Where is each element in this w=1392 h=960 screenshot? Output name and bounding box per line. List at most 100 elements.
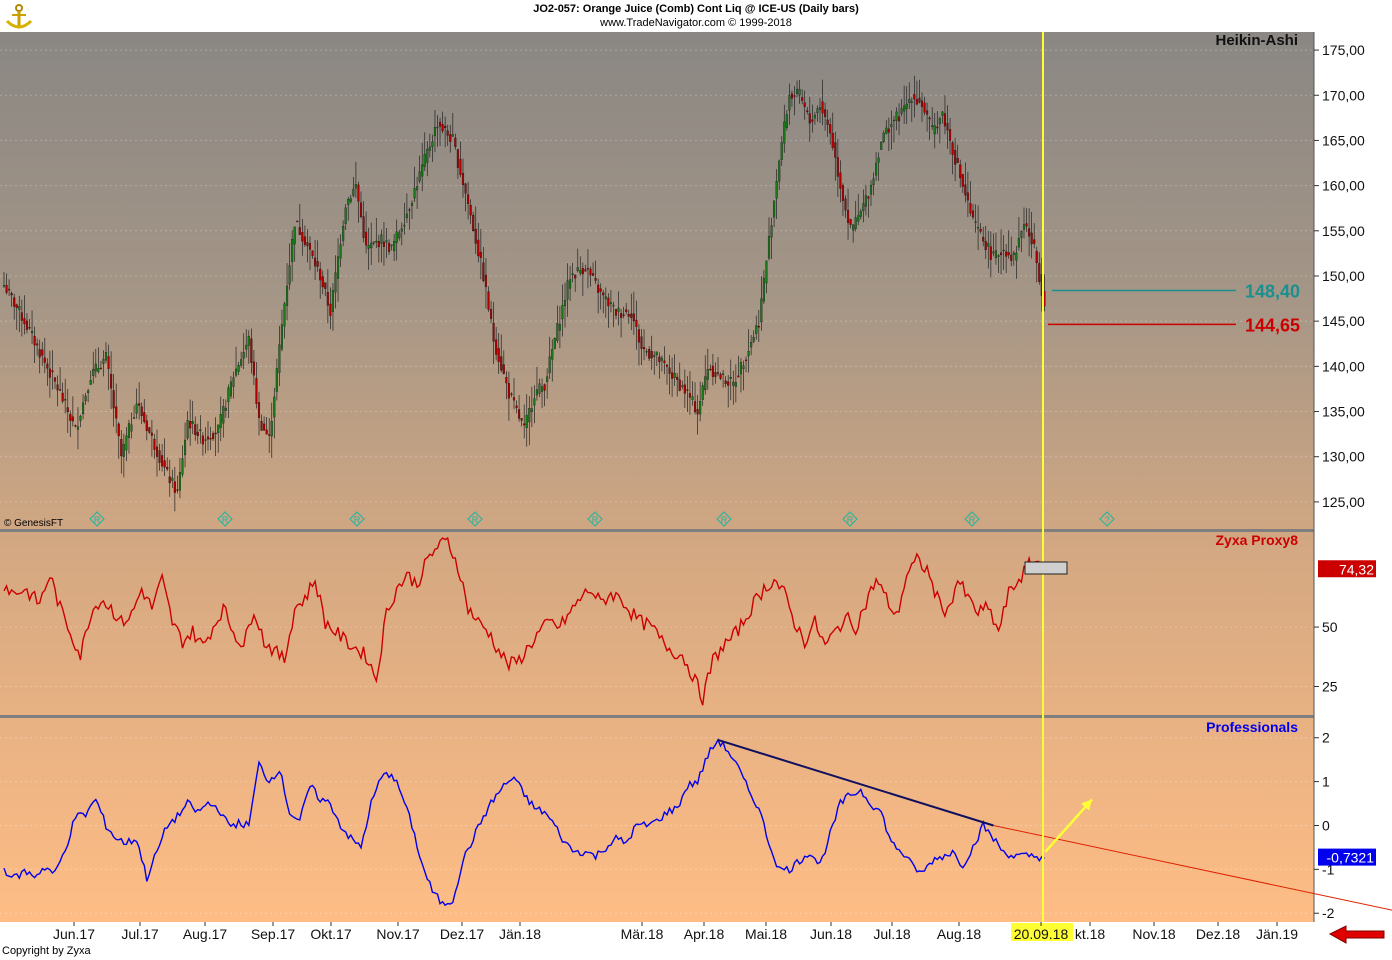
candle-body [321,276,324,288]
candle-body [265,429,268,435]
candle-body [94,363,97,372]
candle-body [592,273,595,276]
r-marker-icon [716,511,732,527]
scroll-right-arrow-icon[interactable] [1328,925,1385,944]
candle-body [622,314,625,316]
candle-body [862,203,865,212]
candle-body [643,347,646,350]
candle-body [459,158,462,175]
y-tick-label: 0 [1322,817,1330,833]
candle-body [449,134,452,142]
yellow-arrowhead-icon [1081,799,1092,811]
last-value-badge [1318,848,1376,866]
candle-body [563,299,567,307]
candle-body [102,358,105,364]
candle-body [219,414,222,428]
candle-body [788,95,791,111]
y-tick-label: 2 [1322,730,1330,746]
candle-body [551,349,554,360]
candle-body [183,439,187,456]
candle-body [959,164,962,179]
candle-body [966,192,969,201]
candle-body [2,284,6,287]
r-marker-label: R [592,515,599,525]
candle-body [798,88,801,96]
candle-body [487,291,490,310]
candle-body [872,178,875,186]
y-tick-label: 160,00 [1322,178,1365,194]
candle-body [964,184,967,196]
candle-body [528,407,531,423]
candle-body [683,384,686,394]
candle-body [201,435,204,445]
candle-body [752,337,755,342]
r-marker-icon [964,511,980,527]
candle-body [500,356,503,371]
candle-body [767,236,771,259]
candle-body [166,466,169,470]
professionals-series [3,738,1392,911]
x-tick-label: kt.18 [1075,926,1106,942]
plot-background [0,32,1314,922]
candle-body [92,368,95,376]
candle-body [849,219,852,225]
zyxa-proxy8-series [3,536,1040,706]
candle-body [217,424,220,434]
candle-body [525,414,528,428]
candle-body [510,393,513,395]
candle-body [484,274,487,288]
candle-body [903,105,906,112]
candle-body [191,421,194,424]
last-value-badge [1318,560,1376,578]
candle-body [107,356,110,369]
x-tick-label: Jul.17 [121,926,159,942]
candle-body [252,361,255,376]
candle-body [780,142,783,160]
candle-body [762,277,765,302]
candle-body [280,324,283,350]
candle-body [492,323,495,342]
candle-body [663,360,666,364]
x-tick-label: Mai.18 [745,926,787,942]
candle-body [171,477,174,481]
candle-body [546,376,549,382]
r-marker-label: R [472,515,479,525]
candle-body [461,173,465,186]
x-tick-label: Jän.19 [1256,926,1298,942]
candle-body [530,408,533,412]
candle-body [665,364,669,367]
candle-body [533,398,536,406]
candle-body [898,116,901,122]
candle-body [714,372,717,377]
candle-body [76,426,80,430]
candle-body [474,228,477,244]
candle-body [1038,263,1041,282]
x-tick-label: Mär.18 [621,926,664,942]
candle-body [829,124,832,134]
y-tick-label: 1 [1322,774,1330,790]
candle-body [1002,249,1005,252]
candle-body [997,255,1000,257]
candle-body [961,174,964,187]
candle-body [229,381,233,397]
candle-body [505,377,508,384]
candle-body [518,409,521,419]
candle-body [1033,239,1036,244]
candle-body [625,309,628,312]
candle-body [56,384,59,391]
candle-body [155,446,159,457]
candle-body [1000,252,1003,256]
candle-body [676,376,679,380]
candle-body [826,119,829,125]
candle-body [20,312,23,321]
candle-body [877,157,880,163]
copyright-text: Copyright by Zyxa [2,945,91,957]
candle-body [477,239,480,257]
candle-body [387,242,391,252]
candle-body [783,121,786,144]
candle-body [275,368,278,392]
candle-body [813,114,816,119]
candle-body [607,297,610,307]
candle-body [497,348,500,362]
candle-body [206,436,210,440]
